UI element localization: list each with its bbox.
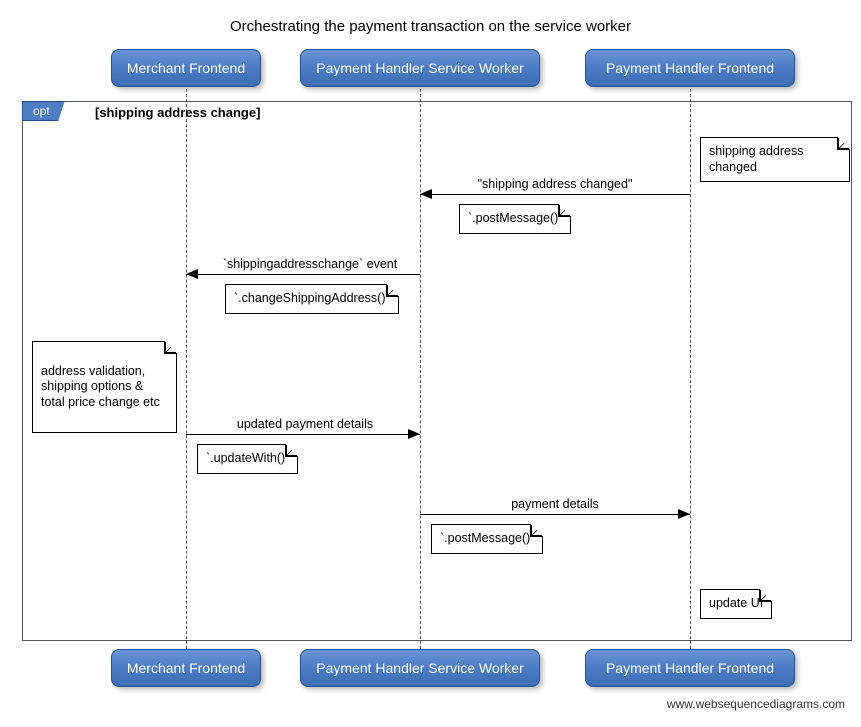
sequence-diagram: Merchant Frontend Payment Handler Servic…	[10, 49, 851, 709]
participant-service-worker-bottom: Payment Handler Service Worker	[300, 649, 540, 687]
participant-merchant-bottom: Merchant Frontend	[111, 649, 261, 687]
participant-merchant-top: Merchant Frontend	[111, 49, 261, 87]
note-text: shipping address changed	[709, 144, 804, 174]
participant-handler-frontend-bottom: Payment Handler Frontend	[585, 649, 795, 687]
participant-service-worker-top: Payment Handler Service Worker	[300, 49, 540, 87]
note-postmessage-2: `.postMessage()`	[431, 524, 543, 554]
msg-line-updated-details	[186, 434, 420, 435]
note-text: address validation, shipping options & t…	[41, 364, 160, 409]
msg-line-shippingaddresschange	[186, 274, 420, 275]
diagram-title: Orchestrating the payment transaction on…	[10, 18, 851, 35]
msg-label-shipping-changed: "shipping address changed"	[450, 177, 660, 191]
note-text: `.postMessage()`	[440, 531, 534, 545]
note-changeshippingaddress: `.changeShippingAddress()`	[225, 284, 399, 314]
arrow-shipping-changed	[420, 189, 432, 199]
note-text: `.postMessage()`	[468, 211, 562, 225]
note-text: update UI	[709, 596, 763, 610]
note-text: `.changeShippingAddress()`	[234, 291, 390, 305]
msg-label-updated-details: updated payment details	[220, 417, 390, 431]
note-address-validation: address validation, shipping options & t…	[32, 341, 177, 433]
note-update-ui: update UI	[700, 589, 772, 619]
opt-tag: opt	[22, 101, 65, 121]
note-updatewith: `.updateWith()`	[197, 444, 298, 474]
note-shipping-changed: shipping address changed	[700, 137, 850, 182]
note-postmessage-1: `.postMessage()`	[459, 204, 571, 234]
msg-label-payment-details: payment details	[500, 497, 610, 511]
arrow-updated-details	[408, 429, 420, 439]
msg-line-shipping-changed	[420, 194, 690, 195]
arrow-shippingaddresschange	[186, 269, 198, 279]
msg-label-shippingaddresschange: `shippingaddresschange` event	[210, 257, 410, 271]
opt-guard: [shipping address change]	[91, 103, 264, 122]
watermark: www.websequencediagrams.com	[667, 697, 845, 711]
arrow-payment-details	[678, 509, 690, 519]
participant-handler-frontend-top: Payment Handler Frontend	[585, 49, 795, 87]
msg-line-payment-details	[420, 514, 690, 515]
note-text: `.updateWith()`	[206, 451, 289, 465]
